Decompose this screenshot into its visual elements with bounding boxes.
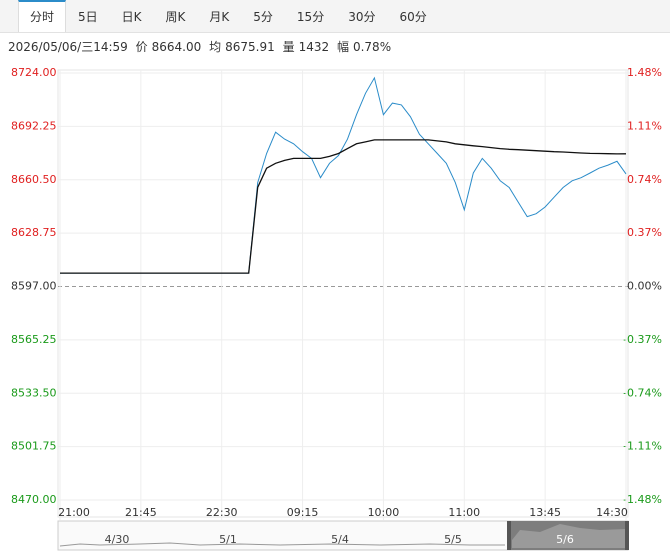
label: 价 — [135, 40, 148, 54]
label: 幅 — [336, 40, 349, 54]
x-tick-label: 11:00 — [448, 506, 480, 519]
value: 0.78% — [352, 40, 392, 54]
tab[interactable]: 日K — [121, 10, 142, 24]
datetime: 2026/05/06/三14:59 — [8, 40, 128, 54]
y2-tick-label: 1.11% — [627, 119, 662, 132]
navigator-date: 5/5 — [444, 533, 462, 546]
plot-border — [57, 69, 629, 518]
tab[interactable]: 周K — [165, 10, 186, 24]
y-tick-label: 8692.25 — [11, 119, 57, 132]
tab[interactable]: 15分 — [296, 10, 325, 24]
value: 8675.91 — [225, 40, 275, 54]
navigator-line — [59, 542, 505, 547]
navigator-date: 5/1 — [219, 533, 237, 546]
y2-tick-label: 0.74% — [627, 173, 662, 186]
y-tick-label: 8597.00 — [11, 280, 57, 293]
x-tick-label: 22:30 — [206, 506, 238, 519]
x-tick-label: 09:15 — [287, 506, 319, 519]
tab[interactable]: 5分 — [253, 10, 273, 24]
y-tick-label: 8660.50 — [11, 173, 57, 186]
value: 8664.00 — [151, 40, 202, 54]
navigator-date: 5/4 — [331, 533, 349, 546]
y-tick-label: 8470.00 — [11, 493, 57, 506]
y-tick-label: 8533.50 — [11, 386, 57, 399]
value: 1432 — [298, 40, 330, 54]
price-line — [60, 76, 627, 274]
x-tick-label: 14:30 — [596, 506, 628, 519]
tab[interactable]: 5日 — [78, 10, 98, 24]
x-tick-label: 21:00 — [58, 506, 90, 519]
label: 量 — [282, 40, 295, 54]
y2-tick-label: -1.11% — [623, 440, 662, 453]
y2-tick-label: 1.48% — [627, 66, 662, 79]
y2-tick-label: 0.37% — [627, 226, 662, 239]
y2-tick-label: -0.74% — [623, 386, 662, 399]
y-tick-label: 8501.75 — [11, 440, 57, 453]
x-tick-label: 21:45 — [125, 506, 157, 519]
y2-tick-label: 0.00% — [627, 280, 662, 293]
tab[interactable]: 30分 — [348, 10, 376, 24]
navigator-date: 4/30 — [105, 533, 130, 546]
x-tick-label: 10:00 — [368, 506, 400, 519]
y2-tick-label: -1.48% — [623, 493, 662, 506]
y-tick-label: 8628.75 — [11, 226, 57, 239]
y-tick-label: 8565.25 — [11, 333, 57, 346]
navigator-area — [512, 524, 626, 548]
x-tick-label: 13:45 — [529, 506, 561, 519]
navigator-handle[interactable] — [507, 521, 511, 550]
info-bar: 2026/05/06/三14:59 价 8664.00 均 8675.91 量 143… — [8, 38, 395, 55]
y-tick-label: 8724.00 — [11, 66, 57, 79]
label: 均 — [209, 40, 222, 54]
navigator-handle[interactable] — [625, 521, 629, 550]
tab-bar: 分时 5日 日K 周K 月K 5分 15分 30分 60分 — [0, 0, 670, 33]
price-line — [60, 139, 627, 274]
tab[interactable]: 月K — [209, 10, 230, 24]
tab[interactable]: 60分 — [399, 10, 427, 24]
navigator-date: 5/6 — [556, 533, 574, 546]
tab[interactable]: 分时 — [18, 0, 67, 32]
y2-tick-label: -0.37% — [623, 333, 662, 346]
